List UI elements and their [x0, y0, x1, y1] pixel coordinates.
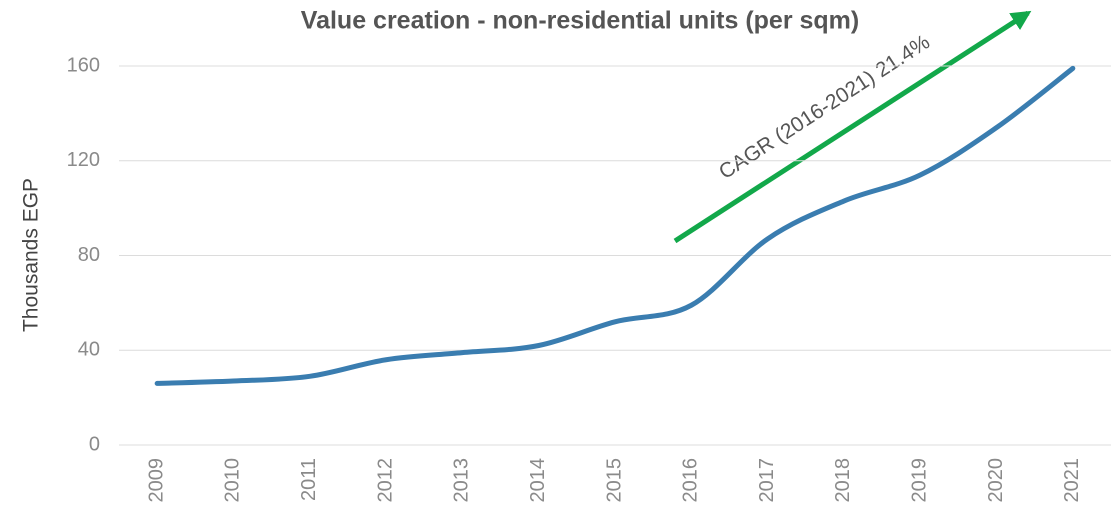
y-tick-label: 160 — [67, 54, 100, 76]
x-tick-label: 2014 — [527, 458, 549, 503]
x-tick-label: 2021 — [1061, 458, 1083, 503]
trend-arrow — [673, 10, 1032, 244]
y-tick-label: 120 — [67, 149, 100, 171]
y-tick-label: 0 — [89, 433, 100, 455]
y-axis-label: Thousands EGP — [20, 178, 43, 332]
x-tick-label: 2010 — [222, 458, 244, 503]
line — [154, 65, 1076, 386]
x-tick-label: 2020 — [985, 458, 1007, 503]
x-tick-label: 2009 — [145, 458, 167, 503]
x-tick-label: 2017 — [756, 458, 778, 503]
x-tick-label: 2012 — [374, 458, 396, 503]
x-tick-label: 2018 — [832, 458, 854, 503]
chart-title: Value creation - non-residential units (… — [301, 7, 859, 35]
x-tick-label: 2019 — [909, 458, 931, 503]
y-tick-label: 40 — [78, 339, 100, 361]
x-tick-label: 2013 — [451, 458, 473, 503]
y-tick-label: 80 — [78, 244, 100, 266]
x-tick-label: 2015 — [603, 458, 625, 503]
x-tick-label: 2016 — [680, 458, 702, 503]
x-tick-label: 2011 — [298, 458, 320, 501]
